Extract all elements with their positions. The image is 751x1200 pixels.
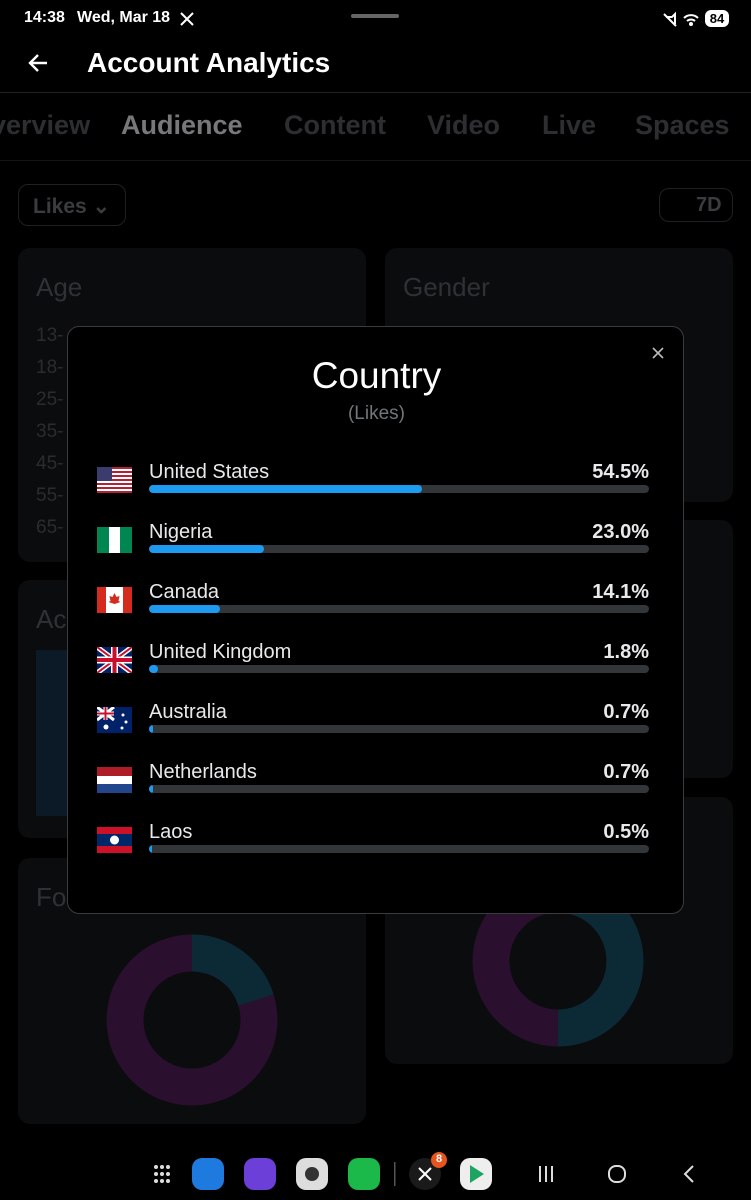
battery: 84 <box>705 10 729 27</box>
card-title: Gender <box>403 272 490 302</box>
percent: 23.0% <box>592 521 649 543</box>
percent: 14.1% <box>592 581 649 603</box>
age-label: 13- <box>36 325 64 346</box>
bar-track <box>149 785 649 793</box>
tab[interactable]: Video <box>427 110 501 140</box>
flag <box>97 827 132 853</box>
country-row: Nigeria 23.0% <box>97 521 649 577</box>
page-title: Account Analytics <box>87 47 331 78</box>
flag <box>97 647 132 673</box>
card-title: Ac <box>36 604 67 634</box>
tab[interactable]: Live <box>542 110 597 140</box>
age-label: 18- <box>36 357 64 378</box>
bar-track <box>149 485 649 493</box>
age-label: 25- <box>36 389 64 410</box>
tab[interactable]: Audience <box>121 110 243 140</box>
card-title: Age <box>36 272 83 302</box>
bar <box>149 845 152 853</box>
country-modal: Country (Likes) <box>67 326 684 914</box>
divider <box>0 160 751 161</box>
metric-dropdown[interactable]: Likes ⌄ <box>18 184 126 226</box>
modal-title: Country <box>311 355 442 396</box>
country-name: Canada <box>149 581 220 603</box>
tab[interactable]: Content <box>284 110 386 140</box>
flag <box>97 467 132 493</box>
tab[interactable]: Spaces <box>635 110 730 140</box>
bar <box>149 485 422 493</box>
country-row: Canada 14.1% <box>97 581 649 637</box>
country-name: Nigeria <box>149 521 213 543</box>
x-icon <box>180 12 194 26</box>
bar <box>149 725 153 733</box>
country-name: United Kingdom <box>149 641 292 663</box>
country-row: Netherlands 0.7% <box>97 761 649 817</box>
bar-track <box>149 605 649 613</box>
range-button[interactable]: 7D <box>659 188 733 222</box>
badge: 8 <box>435 1153 443 1165</box>
age-label: 45- <box>36 453 64 474</box>
percent: 0.7% <box>603 701 649 723</box>
close-button[interactable] <box>652 347 664 359</box>
percent: 54.5% <box>592 461 649 483</box>
status-icons <box>663 11 699 27</box>
flag <box>97 587 132 613</box>
bar <box>149 545 264 553</box>
country-name: Laos <box>149 821 193 843</box>
age-label: 35- <box>36 421 64 442</box>
country-name: United States <box>149 461 270 483</box>
flag <box>97 767 132 793</box>
bar-track <box>149 845 649 853</box>
age-label: 65- <box>36 517 64 538</box>
bar-track <box>149 665 649 673</box>
metric: Likes <box>33 195 87 218</box>
bar <box>149 605 220 613</box>
country-row: United Kingdom 1.8% <box>97 641 649 697</box>
bar <box>149 665 158 673</box>
country-name: Australia <box>149 701 227 723</box>
tab[interactable]: Overview <box>0 110 91 140</box>
handle <box>351 14 399 18</box>
divider <box>0 92 751 93</box>
date: Wed, Mar 18 <box>77 9 171 26</box>
bar-track <box>149 545 649 553</box>
donut <box>106 934 278 1106</box>
percent: 0.7% <box>603 761 649 783</box>
percent: 1.8% <box>603 641 649 663</box>
back-button[interactable] <box>27 52 51 74</box>
country-name: Netherlands <box>149 761 257 783</box>
bar-track <box>149 725 649 733</box>
country-row: United States 54.5% <box>97 461 649 517</box>
percent: 0.5% <box>603 821 649 843</box>
country-row: Australia 0.7% <box>97 701 649 757</box>
modal-subtitle: (Likes) <box>347 403 405 424</box>
card-title: Fo <box>36 882 67 912</box>
bar <box>149 785 153 793</box>
taskbar <box>154 1152 694 1190</box>
age-label: 55- <box>36 485 64 506</box>
country-row: Laos 0.5% <box>97 821 649 877</box>
flag <box>97 527 132 553</box>
flag <box>97 707 132 733</box>
time: 14:38 <box>24 9 65 26</box>
